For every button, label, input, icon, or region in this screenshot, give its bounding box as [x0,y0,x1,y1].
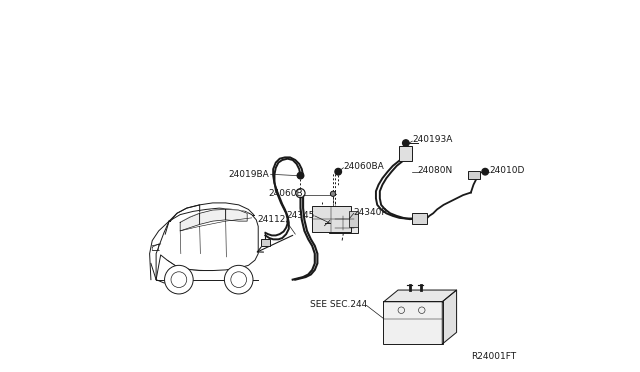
Circle shape [403,140,409,146]
FancyBboxPatch shape [349,211,358,227]
FancyBboxPatch shape [383,301,443,344]
Text: 24019BA: 24019BA [228,170,269,179]
Text: 24060BA: 24060BA [344,162,384,171]
Text: 24112: 24112 [258,215,286,224]
Polygon shape [442,290,456,344]
Text: 24010D: 24010D [489,166,524,175]
Polygon shape [384,290,456,302]
Circle shape [335,169,342,175]
FancyBboxPatch shape [412,213,428,224]
FancyBboxPatch shape [312,206,351,232]
Text: 24060B: 24060B [268,189,303,198]
Polygon shape [226,209,247,221]
Circle shape [225,265,253,294]
Text: SEE SEC.244: SEE SEC.244 [310,300,367,309]
Text: 24345: 24345 [287,211,315,221]
Circle shape [330,191,335,196]
Polygon shape [150,208,258,280]
FancyBboxPatch shape [329,213,358,234]
Polygon shape [200,209,226,224]
FancyBboxPatch shape [468,171,480,179]
Circle shape [482,169,488,175]
Text: 240193A: 240193A [412,135,452,144]
Circle shape [297,172,304,179]
Text: R24001FT: R24001FT [471,352,516,361]
FancyBboxPatch shape [399,146,412,161]
Polygon shape [180,213,200,231]
FancyBboxPatch shape [261,239,269,246]
Text: 24340P: 24340P [354,208,388,217]
Circle shape [164,265,193,294]
Text: 24080N: 24080N [417,166,453,175]
